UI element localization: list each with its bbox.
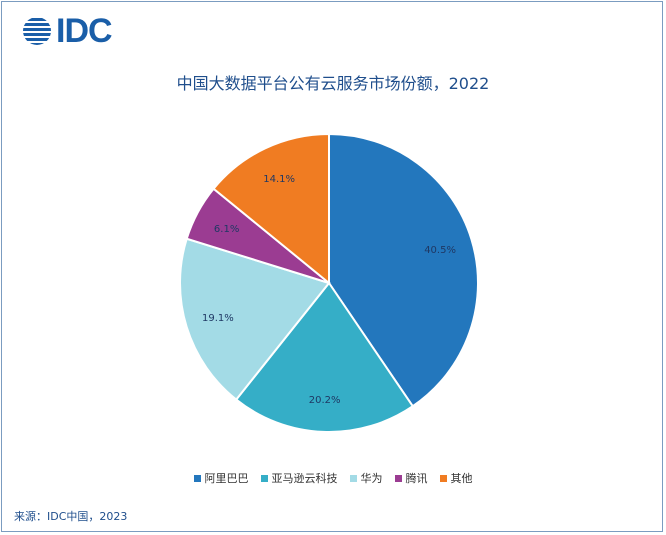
legend-label: 其他	[450, 472, 473, 485]
legend-swatch	[439, 474, 447, 482]
slice-label-3: 19.1%	[202, 313, 234, 324]
legend-label: 华为	[360, 472, 383, 485]
slice-label-1: 40.5%	[424, 245, 456, 256]
source-note: 来源：IDC中国，2023	[14, 510, 128, 523]
globe-icon	[23, 18, 51, 45]
legend-item-3: 华为	[349, 470, 383, 486]
legend-label: 阿里巴巴	[204, 472, 249, 485]
chart-legend: 阿里巴巴 亚马逊云科技 华为 腾讯 其他	[0, 470, 666, 486]
legend-item-5: 其他	[439, 470, 473, 486]
pie-slice-3	[179, 237, 331, 401]
legend-item-4: 腾讯	[394, 470, 428, 486]
slice-label-4: 6.1%	[214, 224, 239, 235]
slice-label-5: 14.1%	[263, 174, 295, 185]
logo-text: IDC	[56, 12, 113, 50]
legend-label: 亚马逊云科技	[271, 472, 338, 485]
slice-label-2: 20.2%	[309, 395, 341, 406]
legend-label: 腾讯	[405, 472, 428, 485]
pie-slice-1	[328, 132, 479, 408]
pie-slice-2	[234, 281, 415, 433]
legend-swatch	[394, 474, 402, 482]
idc-logo: IDC	[22, 12, 113, 50]
pie-slice-5	[212, 132, 330, 286]
legend-swatch	[260, 474, 268, 482]
chart-title: 中国大数据平台公有云服务市场份额，2022	[176, 74, 490, 93]
legend-swatch	[193, 474, 201, 482]
legend-item-1: 阿里巴巴	[193, 470, 249, 486]
legend-item-2: 亚马逊云科技	[260, 470, 338, 486]
legend-swatch	[349, 474, 357, 482]
